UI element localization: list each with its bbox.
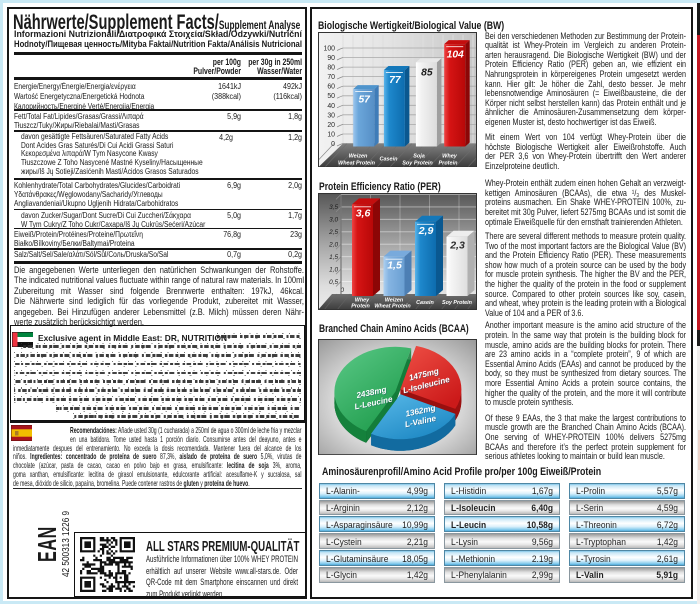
svg-text:Whey: Whey — [355, 298, 370, 304]
svg-text:77: 77 — [389, 75, 402, 86]
svg-text:Soy Protein: Soy Protein — [442, 300, 473, 306]
svg-text:60: 60 — [327, 83, 335, 90]
svg-text:40: 40 — [327, 102, 335, 109]
svg-text:57: 57 — [358, 94, 371, 105]
svg-text:85: 85 — [421, 67, 433, 78]
svg-text:2,3: 2,3 — [449, 240, 465, 252]
svg-text:100: 100 — [324, 45, 336, 52]
svg-text:2,0: 2,0 — [328, 242, 338, 249]
svg-text:Protein: Protein — [439, 160, 459, 166]
svg-text:1,5: 1,5 — [387, 260, 402, 272]
svg-text:Whey: Whey — [442, 153, 458, 159]
svg-text:3,5: 3,5 — [329, 204, 338, 211]
svg-text:Wheat Protein: Wheat Protein — [338, 160, 376, 166]
svg-text:Weizen: Weizen — [385, 298, 404, 304]
svg-text:1,0: 1,0 — [329, 266, 338, 273]
svg-text:Wheat Protein: Wheat Protein — [374, 304, 411, 310]
svg-text:Casein: Casein — [379, 156, 398, 162]
svg-text:50: 50 — [327, 93, 335, 100]
svg-text:Casein: Casein — [416, 300, 434, 306]
svg-text:3,6: 3,6 — [356, 207, 371, 219]
svg-text:Soy Protein: Soy Protein — [402, 160, 433, 166]
svg-text:Protein: Protein — [351, 304, 370, 310]
svg-text:104: 104 — [447, 49, 464, 60]
svg-text:30: 30 — [327, 112, 335, 119]
svg-text:10: 10 — [327, 131, 335, 138]
svg-text:1,5: 1,5 — [329, 254, 338, 261]
svg-text:0: 0 — [340, 287, 344, 294]
svg-text:Weizen: Weizen — [349, 153, 368, 159]
svg-text:80: 80 — [327, 64, 335, 71]
svg-text:90: 90 — [327, 55, 335, 62]
svg-text:2,5: 2,5 — [328, 229, 338, 236]
svg-text:3,0: 3,0 — [329, 217, 338, 224]
svg-text:20: 20 — [327, 121, 335, 128]
svg-text:Soja: Soja — [413, 153, 425, 159]
svg-text:2,9: 2,9 — [418, 225, 434, 237]
svg-text:0,5: 0,5 — [329, 279, 338, 286]
svg-text:70: 70 — [327, 74, 335, 81]
